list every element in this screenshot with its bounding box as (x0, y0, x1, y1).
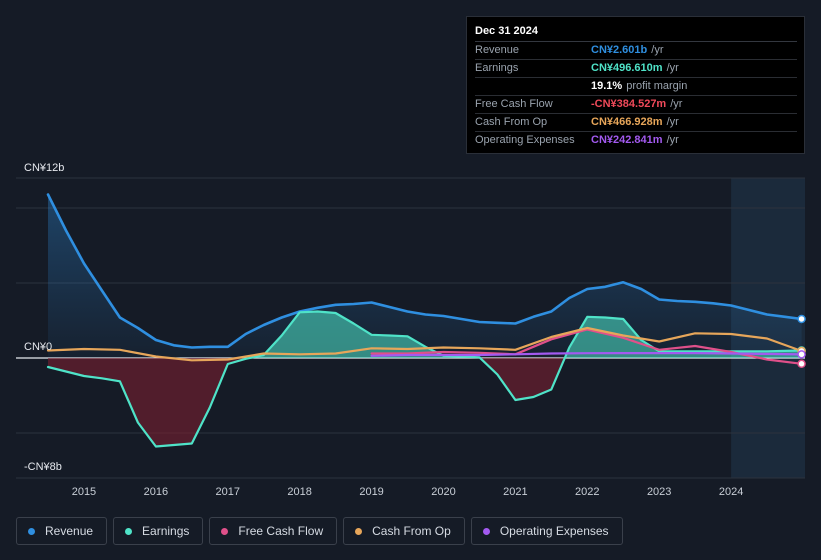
revenue-endpoint (797, 314, 806, 324)
x-tick-label: 2023 (647, 486, 671, 498)
tooltip-label: Operating Expenses (475, 134, 575, 146)
tooltip-value: 19.1% (591, 80, 623, 92)
tooltip-value: CN¥2.601b (591, 44, 648, 56)
legend-dot-icon (28, 527, 35, 535)
tooltip-unit: profit margin (626, 80, 688, 92)
x-tick-label: 2020 (431, 486, 455, 498)
series-areas (48, 194, 802, 447)
cash-from-op-line (46, 326, 803, 362)
tooltip-value: CN¥466.928m (591, 116, 663, 128)
legend-dot-icon (355, 527, 363, 535)
series-endpoints (797, 314, 806, 369)
legend-item-revenue[interactable]: Revenue (16, 517, 108, 545)
free-cash-flow-line (370, 328, 803, 365)
x-tick-label: 2017 (216, 486, 240, 498)
revenue-line (46, 193, 803, 349)
legend-label: Revenue (45, 524, 94, 538)
tooltip-row-revenue: Revenue CN¥2.601b /yr (475, 42, 797, 60)
revenue-area (48, 194, 802, 358)
tooltip-label: Free Cash Flow (475, 98, 553, 110)
operating-expenses-endpoint (797, 350, 806, 359)
tooltip-date: Dec 31 2024 (475, 25, 797, 42)
tooltip-label: Earnings (475, 62, 519, 74)
y-axis-label-top: CN¥12b (24, 162, 64, 174)
operating-expenses-line (370, 352, 803, 357)
tooltip-row-operating-expenses: Operating Expenses CN¥242.841m /yr (475, 132, 797, 149)
earnings-area-negative (48, 358, 802, 447)
earnings-area-positive (48, 311, 802, 358)
tooltip-row-profit-margin: 19.1% profit margin (475, 78, 797, 96)
tooltip-unit: /yr (666, 62, 679, 74)
y-axis-label-zero: CN¥0 (24, 341, 52, 353)
tooltip-value: -CN¥384.527m (591, 98, 667, 110)
tooltip-row-earnings: Earnings CN¥496.610m /yr (475, 60, 797, 78)
legend-item-cash-from-op[interactable]: Cash From Op (343, 517, 465, 545)
x-tick-label: 2019 (359, 486, 383, 498)
tooltip-row-cash-from-op: Cash From Op CN¥466.928m /yr (475, 114, 797, 132)
legend-item-operating-expenses[interactable]: Operating Expenses (470, 517, 623, 545)
earnings-line (46, 310, 803, 448)
legend-label: Cash From Op (372, 524, 451, 538)
legend-label: Earnings (142, 524, 190, 538)
tooltip-row-free-cash-flow: Free Cash Flow -CN¥384.527m /yr (475, 96, 797, 114)
tooltip-value: CN¥496.610m (591, 62, 663, 74)
x-tick-label: 2015 (72, 486, 96, 498)
tooltip-label (475, 78, 591, 95)
free-cash-flow-endpoint (797, 359, 806, 369)
y-axis-label-bottom: -CN¥8b (24, 461, 62, 473)
x-tick-label: 2016 (144, 486, 168, 498)
x-tick-label: 2018 (287, 486, 311, 498)
tooltip-unit: /yr (670, 98, 683, 110)
tooltip-panel: Dec 31 2024 Revenue CN¥2.601b /yr Earnin… (466, 16, 805, 154)
chart-legend: Revenue Earnings Free Cash Flow Cash Fro… (16, 517, 623, 545)
legend-label: Operating Expenses (499, 524, 609, 538)
legend-label: Free Cash Flow (238, 524, 324, 538)
legend-dot-icon (221, 527, 229, 535)
legend-item-earnings[interactable]: Earnings (113, 517, 204, 545)
tooltip-label: Revenue (475, 44, 520, 56)
x-tick-label: 2022 (575, 486, 599, 498)
x-tick-label: 2024 (719, 486, 743, 498)
tooltip-unit: /yr (651, 44, 664, 56)
legend-dot-icon (482, 527, 490, 535)
tooltip-value: CN¥242.841m (591, 134, 663, 146)
legend-dot-icon (125, 527, 133, 535)
series-lines (46, 193, 803, 448)
x-axis-ticks: 2015 2016 2017 2018 2019 2020 2021 2022 2023 2024 (72, 486, 744, 498)
x-tick-label: 2021 (503, 486, 527, 498)
tooltip-label: Cash From Op (475, 116, 548, 128)
legend-item-free-cash-flow[interactable]: Free Cash Flow (209, 517, 338, 545)
tooltip-unit: /yr (666, 134, 679, 146)
tooltip-unit: /yr (666, 116, 679, 128)
